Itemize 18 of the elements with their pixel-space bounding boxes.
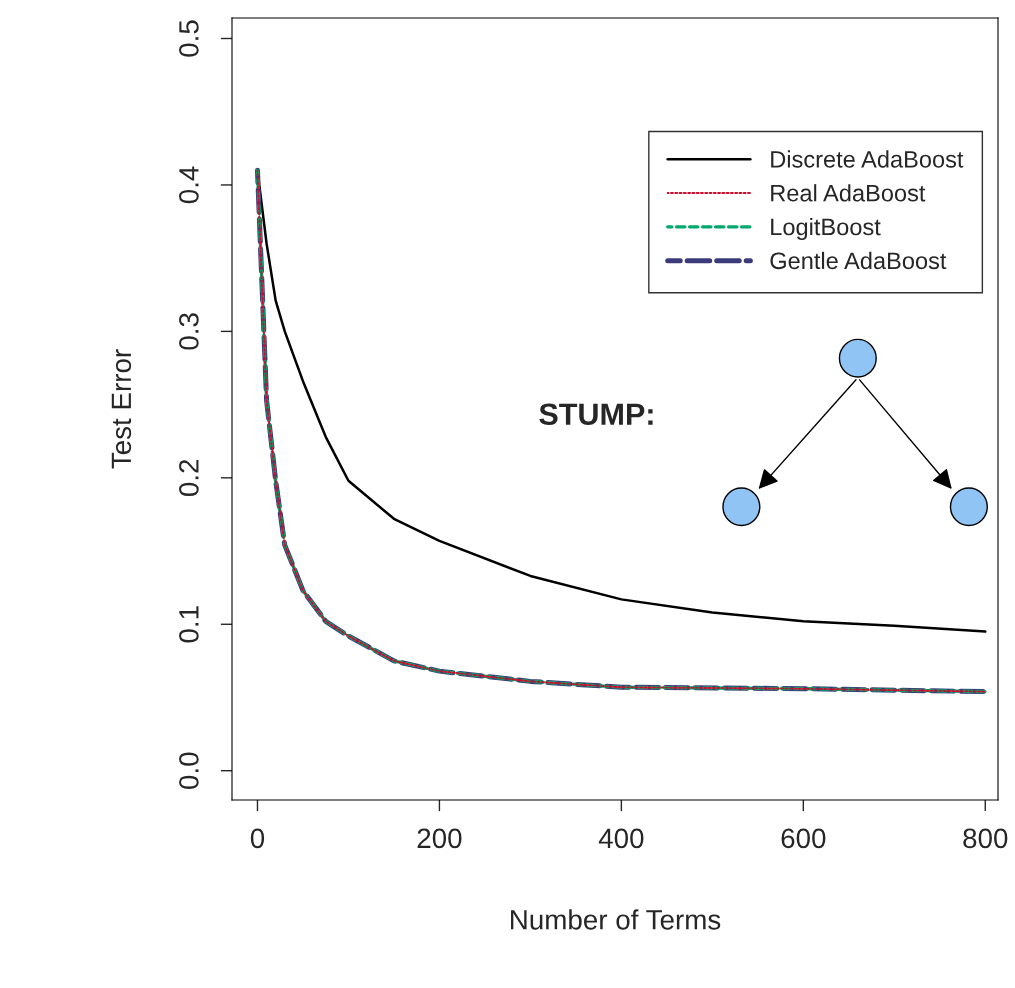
annotation: STUMP: [539,403,653,426]
y-tick-label: 0.0 [179,752,199,789]
x-tick-label: 600 [781,828,826,849]
x-axis-title: Number of Terms [511,909,721,930]
y-tick-label: 0.2 [179,459,199,497]
x-tick-label: 400 [598,828,644,849]
y-tick-label: 0.3 [179,313,199,350]
legend-label: Discrete AdaBoost [771,150,964,168]
x-tick-label: 0 [250,828,265,849]
x-tick-label: 200 [417,828,462,849]
y-tick-label: 0.4 [179,166,199,204]
legend-label: Gentle AdaBoost [770,251,947,270]
y-tick-label: 0.1 [179,606,199,643]
legend-label: Real AdaBoost [771,184,926,202]
x-tick-label: 800 [963,828,1008,849]
legend-label: LogitBoost [771,217,881,240]
y-tick-label: 0.5 [179,20,199,57]
y-axis-title: Test Error [111,349,132,469]
